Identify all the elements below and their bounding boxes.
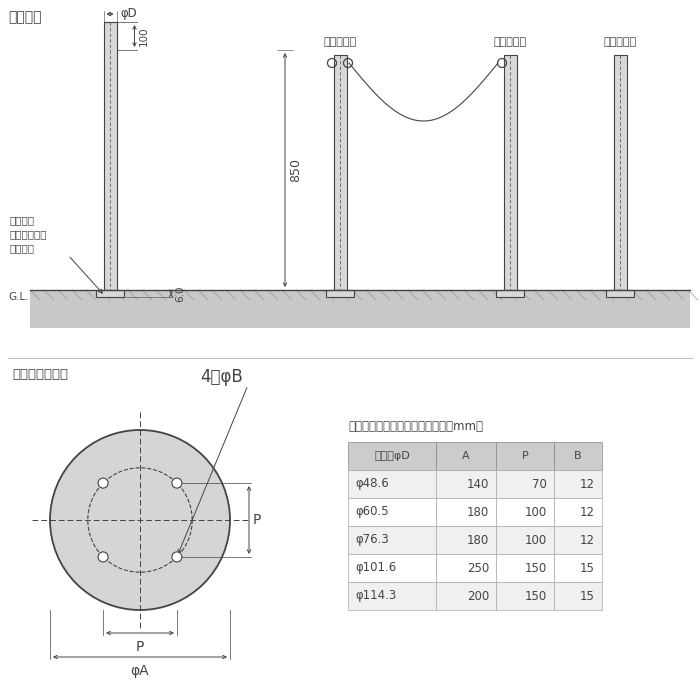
- Polygon shape: [496, 442, 554, 470]
- Text: 製品図面: 製品図面: [8, 10, 41, 24]
- Text: φ76.3: φ76.3: [355, 533, 388, 547]
- Polygon shape: [30, 290, 690, 328]
- Polygon shape: [348, 554, 436, 582]
- Text: ベースプレート寸法表　＜単位：mm＞: ベースプレート寸法表 ＜単位：mm＞: [348, 420, 483, 433]
- Polygon shape: [554, 526, 602, 554]
- Text: 100: 100: [525, 533, 547, 547]
- Text: P: P: [253, 513, 261, 527]
- Text: 12: 12: [580, 505, 595, 519]
- Text: 180: 180: [467, 505, 489, 519]
- Polygon shape: [554, 470, 602, 498]
- Polygon shape: [496, 526, 554, 554]
- Text: G.L.: G.L.: [8, 292, 29, 302]
- Text: P: P: [136, 640, 144, 654]
- Polygon shape: [348, 498, 436, 526]
- Text: 片フック付: 片フック付: [494, 37, 526, 47]
- Text: 100: 100: [139, 26, 148, 46]
- Circle shape: [172, 552, 182, 562]
- Text: フックなし: フックなし: [603, 37, 636, 47]
- Polygon shape: [503, 55, 517, 290]
- Circle shape: [172, 478, 182, 488]
- Polygon shape: [436, 582, 496, 610]
- Polygon shape: [554, 554, 602, 582]
- Polygon shape: [436, 442, 496, 470]
- Text: B: B: [574, 451, 582, 461]
- Text: φD: φD: [120, 8, 136, 20]
- Polygon shape: [436, 470, 496, 498]
- Polygon shape: [348, 526, 436, 554]
- Text: 4－φB: 4－φB: [200, 368, 243, 386]
- Text: φ48.6: φ48.6: [355, 477, 388, 491]
- Polygon shape: [496, 582, 554, 610]
- Text: 6.0: 6.0: [175, 286, 185, 302]
- Text: φ60.5: φ60.5: [355, 505, 388, 519]
- Text: 140: 140: [467, 477, 489, 491]
- Text: 12: 12: [580, 477, 595, 491]
- Circle shape: [50, 430, 230, 610]
- Polygon shape: [326, 290, 354, 297]
- Polygon shape: [96, 290, 124, 297]
- Text: φ101.6: φ101.6: [355, 561, 396, 575]
- Polygon shape: [554, 442, 602, 470]
- Text: φA: φA: [131, 664, 149, 678]
- Text: 150: 150: [525, 589, 547, 603]
- Polygon shape: [104, 22, 116, 290]
- Polygon shape: [496, 290, 524, 297]
- Text: 12: 12: [580, 533, 595, 547]
- Text: φ114.3: φ114.3: [355, 589, 396, 603]
- Text: 200: 200: [467, 589, 489, 603]
- Text: P: P: [522, 451, 528, 461]
- Text: 250: 250: [467, 561, 489, 575]
- Polygon shape: [348, 442, 436, 470]
- Text: 850: 850: [289, 158, 302, 182]
- Text: 100: 100: [525, 505, 547, 519]
- Text: 15: 15: [580, 561, 595, 575]
- Polygon shape: [606, 290, 634, 297]
- Polygon shape: [613, 55, 626, 290]
- Text: 70: 70: [532, 477, 547, 491]
- Text: 支柱径φD: 支柱径φD: [374, 451, 410, 461]
- Polygon shape: [496, 470, 554, 498]
- Text: 150: 150: [525, 561, 547, 575]
- Polygon shape: [554, 582, 602, 610]
- Polygon shape: [436, 498, 496, 526]
- Text: 180: 180: [467, 533, 489, 547]
- Polygon shape: [554, 498, 602, 526]
- Polygon shape: [436, 554, 496, 582]
- Polygon shape: [496, 554, 554, 582]
- Polygon shape: [333, 55, 346, 290]
- Circle shape: [98, 552, 108, 562]
- Polygon shape: [348, 470, 436, 498]
- Polygon shape: [348, 582, 436, 610]
- Polygon shape: [496, 498, 554, 526]
- Circle shape: [98, 478, 108, 488]
- Polygon shape: [436, 526, 496, 554]
- Text: A: A: [462, 451, 470, 461]
- Text: 15: 15: [580, 589, 595, 603]
- Text: あと施工
アンカー固定
（別途）: あと施工 アンカー固定 （別途）: [10, 215, 48, 253]
- Text: ベースプレート: ベースプレート: [12, 368, 68, 381]
- Text: 両フック付: 両フック付: [323, 37, 356, 47]
